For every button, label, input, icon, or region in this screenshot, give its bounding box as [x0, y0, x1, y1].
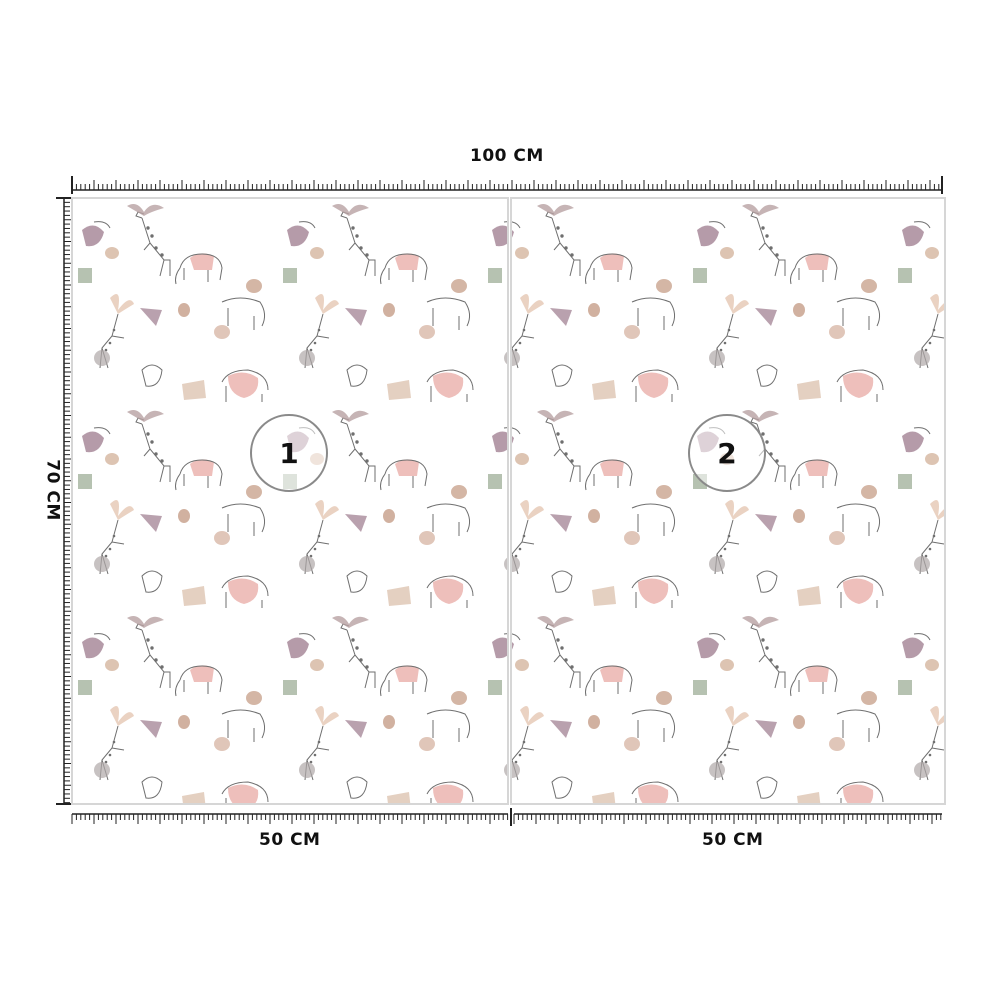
panel-2-number: 2: [717, 436, 737, 470]
wallpaper-panel-2-border: [510, 197, 946, 805]
panel-2-badge: 2: [688, 414, 766, 492]
panel-1-width-label: 50 CM: [259, 830, 321, 850]
bottom-left-ruler: [71, 813, 509, 824]
wallpaper-panel-1-border: [71, 197, 509, 805]
panel-1-badge: 1: [250, 414, 328, 492]
total-width-label: 100 CM: [470, 146, 544, 166]
panel-2-width-label: 50 CM: [702, 830, 764, 850]
bottom-right-ruler: [513, 813, 942, 824]
panel-1-number: 1: [279, 436, 299, 470]
top-ruler: [71, 180, 942, 191]
wallpaper-panel-1: [72, 198, 508, 804]
wallpaper-panel-2: [511, 198, 945, 804]
